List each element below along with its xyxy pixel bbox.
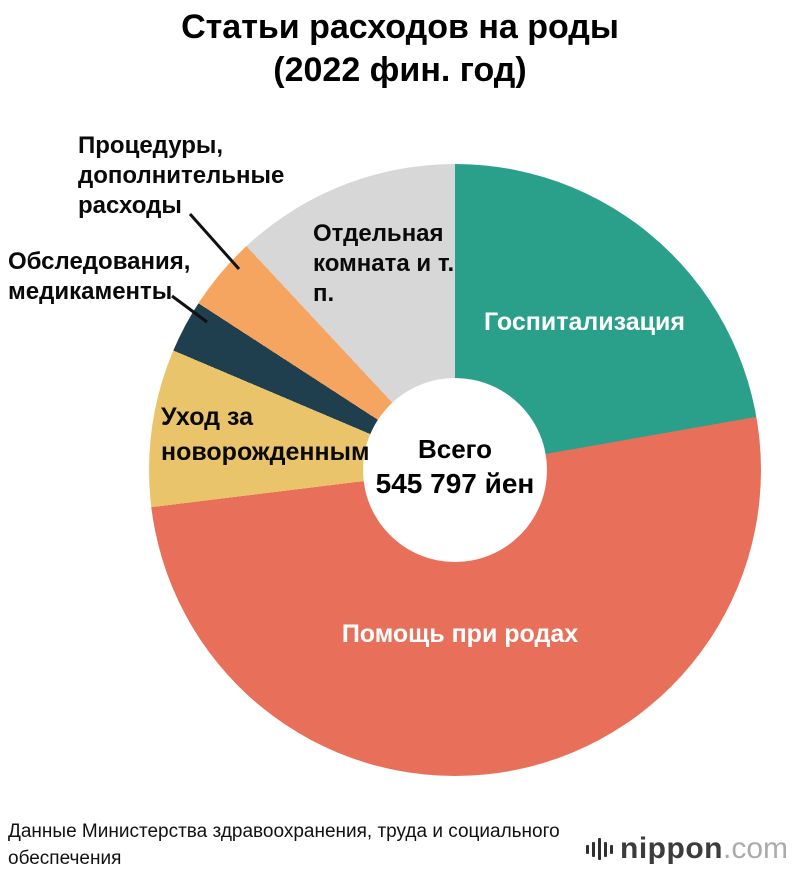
slice-label-examinations-medications: Обследования, медикаменты [8, 248, 191, 305]
logo-wordmark: nippon [620, 832, 723, 865]
data-source-note: Данные Министерства здравоохранения, тру… [8, 821, 560, 869]
slice-label-delivery-assistance: Помощь при родах [341, 620, 579, 648]
total-label: Всего [417, 434, 493, 464]
slice-label-newborn-care: Уход за новорожденным [161, 403, 370, 466]
slice-label-procedures-additional: Процедуры, дополнительные расходы [78, 132, 285, 219]
donut-center-text: Всего 545 797 йен [355, 434, 555, 500]
nippon-com-logo: nippon.com [586, 832, 788, 866]
slice-label-hospitalization: Госпитализация [484, 308, 685, 336]
total-value: 545 797 йен [375, 468, 535, 499]
slice-label-private-room: Отдельная комната и т. п. [313, 220, 455, 307]
donut-hole [363, 378, 547, 562]
chart-title: Статьи расходов на роды (2022 фин. год) [181, 8, 619, 89]
soundbars-icon [586, 836, 614, 862]
logo-domain-suffix: .com [722, 832, 788, 865]
